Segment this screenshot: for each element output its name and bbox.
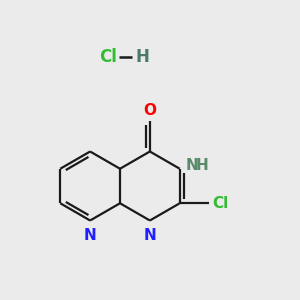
Text: N: N (84, 228, 97, 243)
Text: N: N (143, 228, 156, 243)
Text: Cl: Cl (213, 196, 229, 211)
Text: Cl: Cl (99, 48, 117, 66)
Text: H: H (136, 48, 150, 66)
Text: H: H (195, 158, 208, 173)
Text: O: O (143, 103, 156, 118)
Text: N: N (185, 158, 198, 173)
